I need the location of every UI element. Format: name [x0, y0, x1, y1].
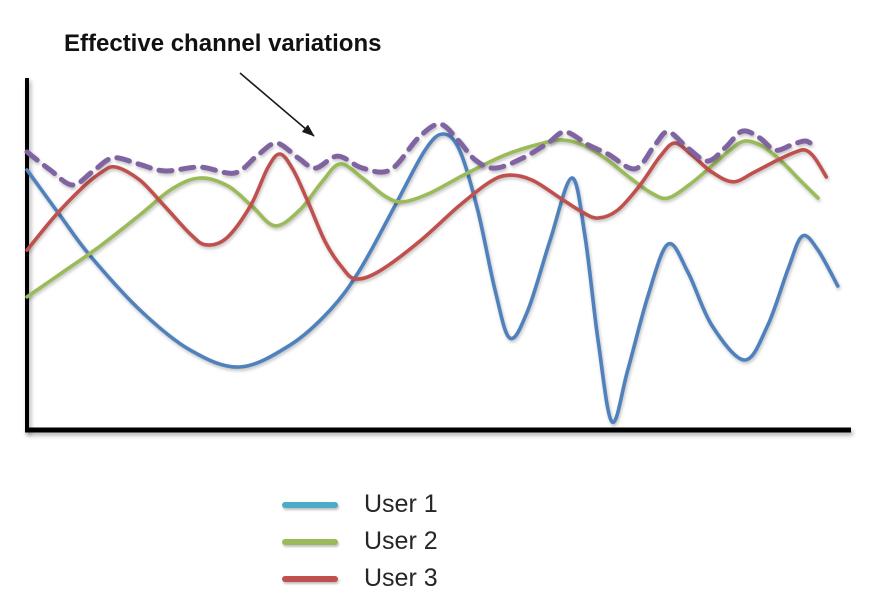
legend-swatch [282, 501, 338, 508]
legend-item: User 2 [282, 523, 438, 560]
legend-label: User 2 [364, 527, 438, 555]
series-effective-channel-variations [24, 121, 819, 188]
legend-item: User 1 [282, 486, 438, 523]
series-user-3 [25, 141, 829, 281]
legend-swatch [282, 538, 338, 545]
legend-label: User 1 [364, 490, 438, 518]
legend: User 1 User 2 User 3 [282, 486, 438, 597]
chart-annotation-title: Effective channel variations [64, 30, 382, 57]
series-user-2 [25, 138, 820, 299]
legend-item: User 3 [282, 560, 438, 597]
legend-swatch [282, 575, 338, 582]
annotation-arrow-icon [239, 72, 315, 137]
series-user-1 [25, 132, 840, 424]
series-layer [24, 121, 840, 424]
legend-label: User 3 [364, 564, 438, 592]
